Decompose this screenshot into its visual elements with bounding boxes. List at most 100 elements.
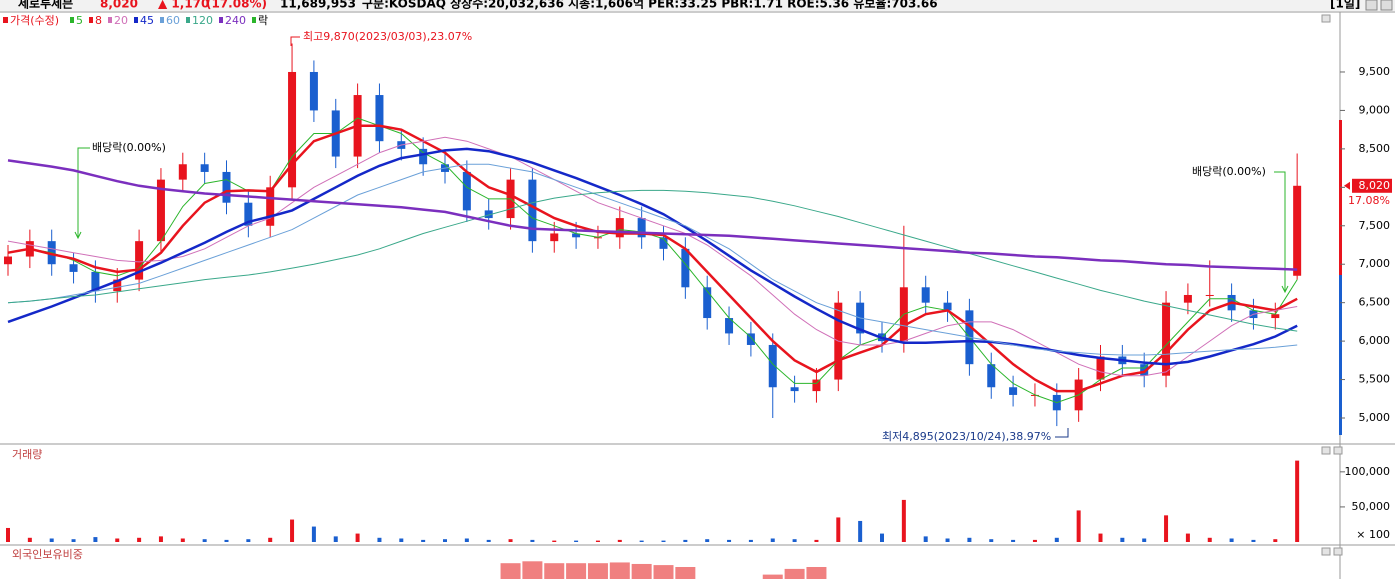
panel-button[interactable] <box>1333 446 1343 455</box>
candle-body <box>703 287 712 319</box>
annotation-arrow <box>1274 171 1289 294</box>
candle-body <box>1096 356 1105 380</box>
foreign-bar <box>587 563 608 579</box>
candle-body <box>812 379 821 392</box>
high-annotation: 최고9,870(2023/03/03),23.07% <box>303 30 472 43</box>
volume-bar <box>268 537 273 542</box>
volume-bar <box>137 537 142 542</box>
candle-body <box>593 237 602 239</box>
current-change-label: 17.08% <box>1348 194 1390 207</box>
volume-bar <box>508 539 513 542</box>
volume-bar <box>27 537 32 542</box>
candle-body <box>1140 364 1149 376</box>
y-tick-label: 7,000 <box>1359 257 1391 270</box>
volume-bar <box>1251 539 1256 542</box>
candle-body <box>156 179 165 242</box>
candle-body <box>725 318 734 334</box>
y-tick-label: 8,500 <box>1359 142 1391 155</box>
stock-name: 세로투세븐 <box>18 0 73 11</box>
foreign-bar <box>609 562 630 579</box>
candle-body <box>790 387 799 392</box>
volume-bar <box>1273 539 1278 542</box>
period[interactable]: [1일] <box>1330 0 1360 11</box>
legend-label: 120 <box>192 14 213 27</box>
dividend-annotation: 배당락(0.00%) <box>92 141 166 154</box>
price: 8,020 <box>100 0 138 11</box>
candle-body <box>1205 294 1214 296</box>
legend-swatch <box>70 17 74 23</box>
legend-label: 240 <box>225 14 246 27</box>
volume-bar <box>224 539 229 542</box>
volume-bar <box>1207 537 1212 542</box>
legend-label: 20 <box>114 14 128 27</box>
volume-bar <box>748 539 753 542</box>
candle-body <box>462 171 471 211</box>
volume-bar <box>792 539 797 542</box>
volume-bar <box>333 536 338 542</box>
legend-label: 5 <box>76 14 83 27</box>
foreign-bar <box>675 567 696 579</box>
candle-body <box>113 279 122 292</box>
legend-label: 45 <box>140 14 154 27</box>
candle-body <box>572 233 581 238</box>
legend-swatch <box>3 17 8 23</box>
annotation-arrow <box>290 36 300 46</box>
y-tick-label: 7,500 <box>1359 219 1391 232</box>
volume-bar <box>530 539 535 542</box>
volume-bar <box>377 537 382 542</box>
y-tick-label: 100,000 <box>1345 465 1391 478</box>
volume-bar <box>464 538 469 542</box>
foreign-bar <box>653 565 674 579</box>
volume-bar <box>399 538 404 542</box>
stock-info: 구분:KOSDAQ 상장수:20,032,636 시총:1,606억 PER:3… <box>362 0 938 11</box>
volume-bar <box>71 539 76 542</box>
volume-bar <box>115 538 120 542</box>
volume-bar <box>617 539 622 542</box>
candle-body <box>1293 185 1302 276</box>
foreign-bar <box>784 568 805 579</box>
volume-bar <box>355 533 360 542</box>
volume-bar <box>49 538 54 542</box>
volume-bar <box>967 537 972 542</box>
ma-line <box>7 136 1298 377</box>
volume-bar <box>158 536 163 542</box>
candle-body <box>615 218 624 238</box>
ma-line <box>7 189 1298 332</box>
volume-bar <box>1054 537 1059 542</box>
legend-swatch <box>219 17 223 23</box>
y-tick-label: 9,500 <box>1359 65 1391 78</box>
volume-bar <box>1295 460 1300 542</box>
change-pct: (17.08%) <box>206 0 267 11</box>
volume-bar <box>814 539 819 542</box>
y-tick-label: 6,000 <box>1359 334 1391 347</box>
volume-bar <box>1098 533 1103 542</box>
volume-unit: × 100 <box>1356 528 1390 541</box>
panel-button[interactable] <box>1321 14 1331 23</box>
legend: 가격(수정) 5 8 20 45 60 120 240 락 <box>3 14 268 27</box>
volume-bar <box>945 538 950 542</box>
candle-body <box>1162 302 1171 376</box>
legend-swatch <box>160 17 164 23</box>
window-button[interactable] <box>1365 0 1378 11</box>
candle-body <box>222 171 231 203</box>
y-tick-label: 5,000 <box>1359 411 1391 424</box>
low-annotation: 최저4,895(2023/10/24),38.97% <box>882 430 1051 443</box>
window-button[interactable] <box>1380 0 1393 11</box>
legend-swatch <box>134 17 138 23</box>
candle-body <box>91 271 100 292</box>
y-tick-label: 50,000 <box>1352 500 1391 513</box>
panel-button[interactable] <box>1333 547 1343 556</box>
panel-button[interactable] <box>1321 547 1331 556</box>
panel-button[interactable] <box>1321 446 1331 455</box>
foreign-bar <box>522 561 543 579</box>
volume-bar <box>552 540 557 542</box>
foreign-bar <box>806 567 827 579</box>
foreign-bar <box>566 563 587 579</box>
volume-bar <box>989 539 994 542</box>
candle-body <box>550 233 559 242</box>
foreign-bar <box>762 574 783 579</box>
volume-bar <box>93 537 98 542</box>
volume-bar <box>574 540 579 542</box>
